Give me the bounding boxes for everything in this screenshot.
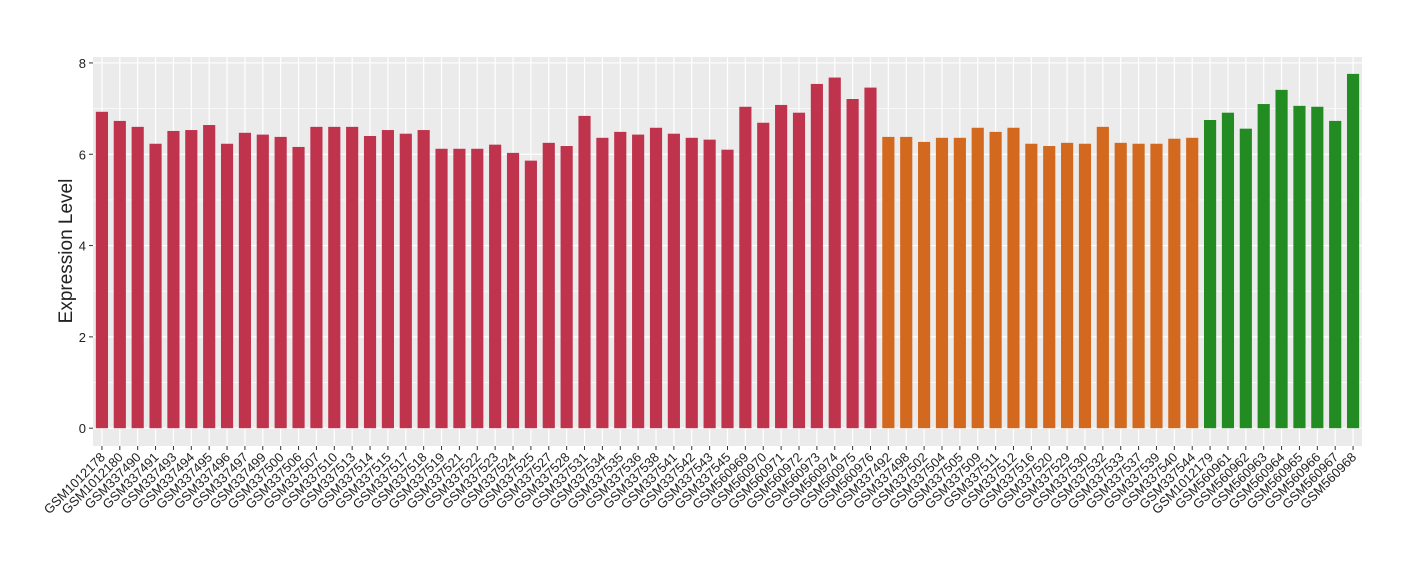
bar [1346,73,1360,429]
bar [346,126,359,429]
bar [292,146,305,429]
bar [95,111,109,429]
bar [989,131,1002,429]
bar [596,137,609,429]
bar [614,131,627,429]
bar [542,142,555,429]
bar [828,77,841,429]
bar [918,141,931,429]
bar [1025,143,1038,429]
bar [1186,137,1199,429]
y-tick-label: 6 [79,147,86,162]
bar [1043,146,1056,429]
bar [935,137,949,429]
bar [560,146,573,429]
bar [310,126,323,429]
bar [757,122,770,429]
bar [953,137,966,429]
y-tick-label: 4 [79,239,86,254]
bar [131,126,144,429]
bar [775,104,788,429]
bar [1239,128,1252,429]
bar [703,139,716,429]
bar [274,136,287,429]
bar [632,134,645,429]
bar [149,143,162,429]
y-tick-label: 0 [79,421,86,436]
bar [506,152,520,429]
bar [1007,127,1020,429]
bar [1061,142,1074,429]
bar [220,143,234,429]
bar [1114,142,1127,429]
bar [203,125,216,429]
bar [489,144,502,429]
bar [971,127,984,429]
bar [1078,143,1092,429]
bar [185,130,198,429]
y-tick-label: 2 [79,330,86,345]
bar [1275,89,1288,429]
bar [739,106,752,429]
bar [810,83,823,429]
bar [1150,143,1163,429]
bar [524,160,537,429]
bar [721,149,734,429]
bar [882,136,895,429]
bar [578,115,591,429]
bar [1329,120,1342,429]
bar [1311,106,1324,429]
bar [167,130,180,429]
bar [328,126,341,429]
bar [846,99,859,429]
y-axis-title: Expression Level [56,179,77,324]
bar [256,134,269,429]
bar [792,112,806,429]
bar [363,135,377,429]
bar [238,132,251,429]
y-tick-label: 8 [79,56,86,71]
bar [1204,120,1217,429]
bar [381,130,394,429]
bar [1096,126,1109,429]
bar [1257,104,1270,429]
bar [453,148,466,429]
bar [1132,143,1145,429]
bar [113,120,126,429]
bar [864,87,877,429]
bar [1168,138,1181,429]
bar [900,136,913,429]
bar [685,137,698,429]
bar [399,133,412,429]
bar [667,133,680,429]
bar [471,148,484,429]
bar [1293,105,1306,429]
bar [435,148,448,429]
bar [1221,112,1235,429]
bar [417,130,430,429]
bar [649,127,663,429]
